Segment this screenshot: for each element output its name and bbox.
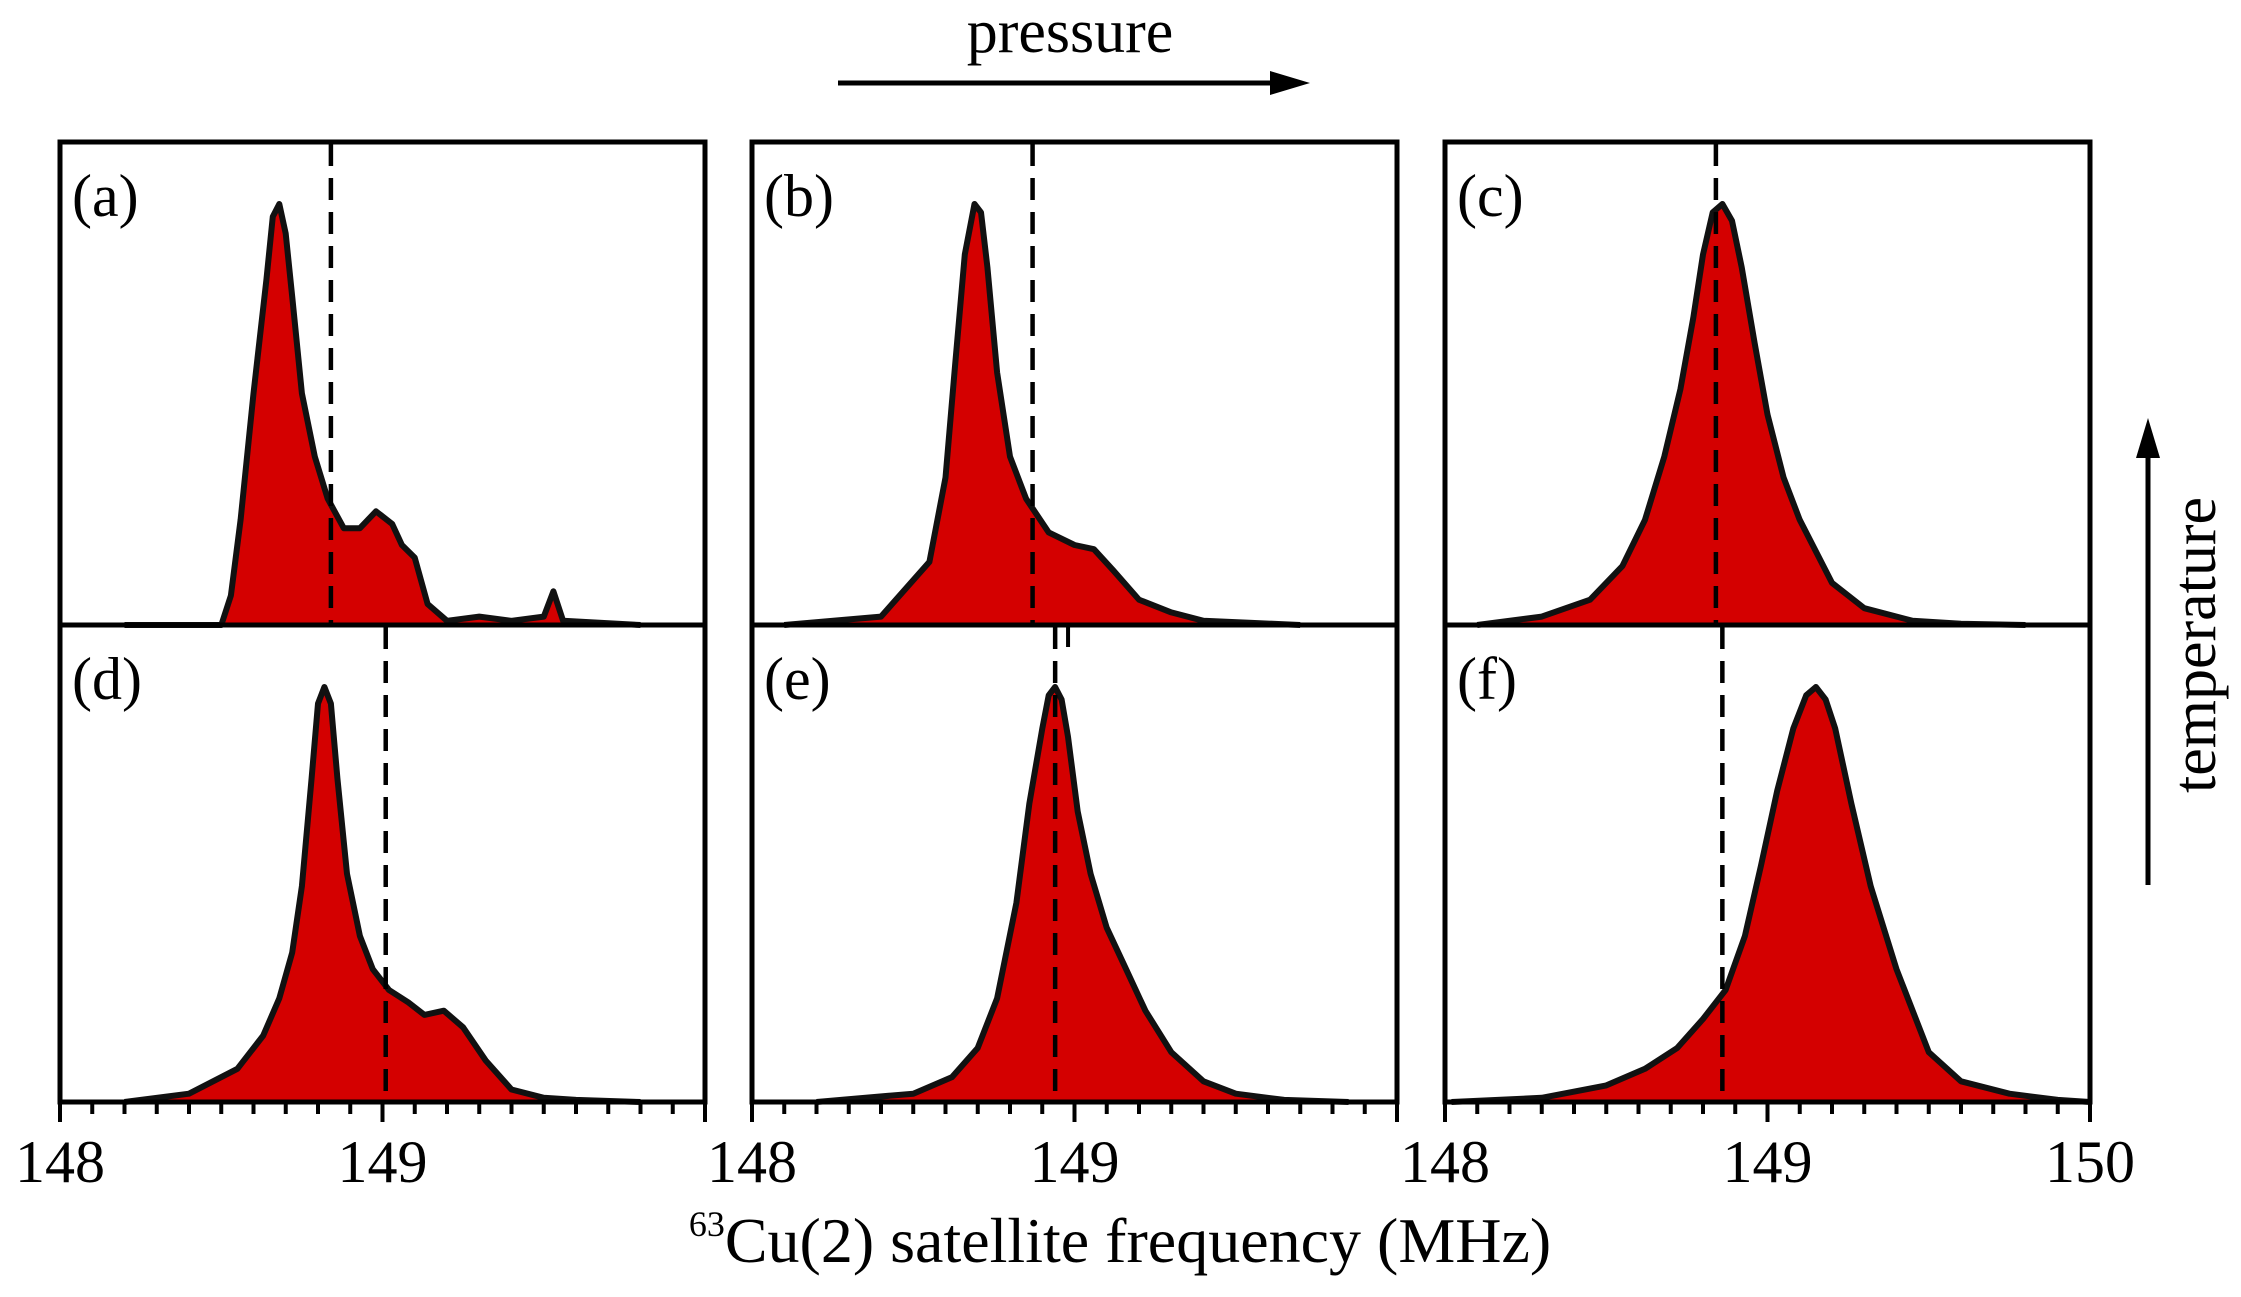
- spectrum-line: [124, 684, 641, 1105]
- spectrum-line: [816, 684, 1349, 1105]
- tick-label: 149: [338, 1129, 428, 1195]
- panel-label: (f): [1457, 646, 1517, 712]
- x-axis-label-superscript: 63: [689, 1204, 725, 1244]
- spectrum-fill: [816, 687, 1349, 1102]
- spectrum-fill: [1477, 204, 2026, 625]
- spectrum-line: [1476, 201, 2026, 628]
- pressure-arrow: [838, 71, 1310, 95]
- temperature-label: temperature: [2161, 497, 2229, 793]
- tick-label: 150: [2045, 1129, 2135, 1195]
- tick-label: 149: [1030, 1129, 1120, 1195]
- spectrum-fill: [124, 687, 641, 1102]
- panel-label: (a): [72, 163, 139, 229]
- panel-c: (c): [1442, 139, 2093, 628]
- panel-b: (b): [749, 139, 1400, 647]
- tick-label: 149: [1723, 1129, 1813, 1195]
- pressure-label: pressure: [967, 0, 1174, 66]
- panel-a: (a): [57, 139, 708, 628]
- panel-label: (e): [764, 646, 831, 712]
- panels-layer: (a) (b) (c) (d) 148 149 (e) 148 149 (f) 148 149 150: [15, 139, 2135, 1195]
- panel-d: (d) 148 149: [15, 622, 708, 1195]
- panel-f: (f) 148 149 150: [1400, 622, 2135, 1195]
- spectrum-line: [783, 201, 1301, 628]
- spectrum-fill: [124, 204, 641, 625]
- tick-label: 148: [15, 1129, 105, 1195]
- panel-label: (c): [1457, 163, 1524, 229]
- x-axis-label: 63Cu(2) satellite frequency (MHz): [689, 1204, 1551, 1276]
- tick-label: 148: [1400, 1129, 1490, 1195]
- spectrum-fill: [1451, 687, 2090, 1102]
- spectrum-fill: [784, 204, 1301, 625]
- x-axis-label-text: Cu(2) satellite frequency (MHz): [725, 1205, 1551, 1276]
- temperature-arrow: [2136, 418, 2160, 885]
- spectrum-line: [1451, 684, 2091, 1105]
- panel-e: (e) 148 149: [707, 622, 1400, 1195]
- panel-label: (b): [764, 163, 834, 229]
- spectrum-line: [124, 201, 641, 628]
- tick-label: 148: [707, 1129, 797, 1195]
- panel-label: (d): [72, 646, 142, 712]
